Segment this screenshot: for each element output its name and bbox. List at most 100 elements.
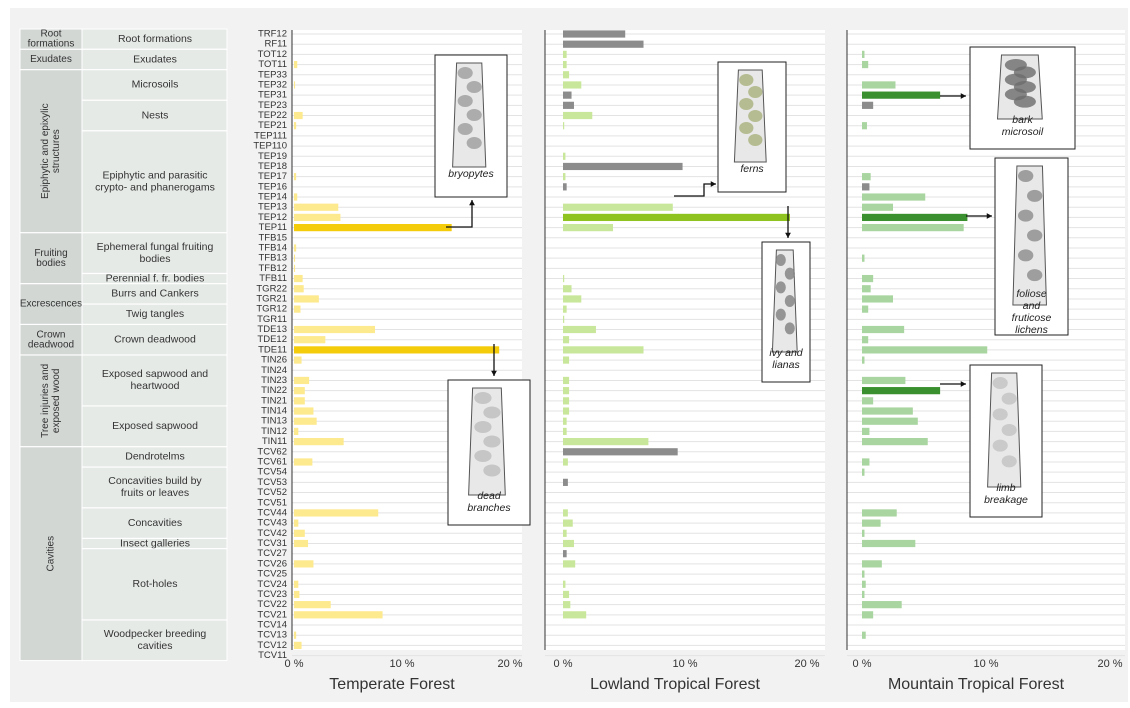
bar — [294, 397, 305, 405]
group-label: Tree injuries and — [40, 364, 51, 438]
callout-connector — [674, 183, 716, 197]
category-label: TEP18 — [258, 161, 287, 172]
callout-caption: dead — [477, 490, 502, 502]
illustration-detail — [457, 123, 473, 135]
bar — [563, 81, 582, 89]
illustration-detail — [457, 67, 473, 79]
callout-caption: and — [1023, 300, 1042, 312]
category-label: TCV31 — [257, 538, 287, 549]
bar — [563, 356, 570, 364]
x-tick-label: 0 % — [853, 658, 872, 670]
form-label: Dendrotelms — [125, 451, 185, 463]
bar — [294, 356, 302, 364]
callout-caption: fruticose — [1012, 312, 1052, 324]
bar — [563, 478, 568, 486]
bar — [563, 305, 567, 313]
illustration-detail — [784, 267, 795, 280]
callout-caption: foliose — [1016, 288, 1047, 300]
category-label: TCV11 — [258, 650, 287, 661]
category-label: TCV51 — [257, 497, 287, 508]
facet-title: Mountain Tropical Forest — [888, 676, 1065, 693]
bar — [563, 458, 568, 466]
form-label: Woodpecker breeding — [104, 628, 207, 640]
category-label: TCV14 — [257, 620, 287, 631]
callout-caption: bryopytes — [448, 168, 494, 180]
bar — [563, 40, 644, 48]
bar — [563, 213, 790, 222]
bar — [294, 285, 304, 293]
callout-caption: limb — [996, 482, 1015, 494]
bar — [294, 336, 326, 344]
callout-caption: ivy and — [769, 347, 803, 359]
bar — [294, 224, 452, 232]
arrowhead — [469, 200, 475, 206]
arrowhead — [960, 381, 966, 387]
category-label: TOT12 — [258, 49, 287, 60]
bar — [563, 50, 567, 58]
callout-caption: bark — [1012, 114, 1033, 126]
category-label: TFB15 — [258, 232, 287, 243]
bar — [862, 427, 870, 436]
group-label: Cavities — [46, 536, 57, 572]
bar — [862, 519, 881, 527]
form-label: Crown deadwood — [114, 333, 196, 345]
category-label: TCV26 — [257, 558, 287, 569]
bar — [294, 122, 297, 130]
category-label: TEP33 — [258, 69, 287, 80]
bar — [563, 315, 565, 323]
facet-title: Temperate Forest — [329, 676, 455, 693]
bar — [294, 60, 298, 69]
bar — [563, 152, 566, 160]
form-cell — [81, 99, 228, 132]
category-label: TIN24 — [261, 365, 287, 376]
bar — [294, 407, 314, 415]
bar — [563, 438, 649, 446]
illustration-detail — [1027, 229, 1043, 242]
group-cell — [19, 69, 83, 234]
category-label: TGR11 — [257, 314, 287, 325]
bar — [294, 254, 296, 262]
illustration-detail — [992, 439, 1008, 452]
bar — [862, 254, 865, 262]
bar — [294, 529, 305, 537]
bar — [563, 91, 572, 99]
bar — [862, 438, 928, 446]
category-label: TGR12 — [256, 304, 287, 315]
category-label: TCV61 — [257, 456, 287, 467]
x-tick-label: 0 % — [285, 658, 304, 670]
bar — [862, 305, 869, 313]
illustration-detail — [1027, 189, 1043, 202]
bar — [862, 387, 941, 395]
bar — [862, 376, 906, 385]
category-label: TCV21 — [257, 609, 287, 620]
form-cell — [81, 130, 228, 234]
callout-caption: lianas — [772, 359, 800, 371]
group-label: Exudates — [30, 54, 72, 65]
category-label: TIN21 — [261, 395, 287, 406]
x-tick-label: 20 % — [1097, 658, 1122, 670]
form-label: Nests — [142, 109, 169, 121]
illustration-detail — [1013, 95, 1036, 108]
category-label: TFB12 — [258, 263, 287, 274]
bar — [563, 580, 566, 588]
bar — [294, 325, 375, 334]
arrowhead — [491, 370, 497, 376]
category-label: TCV22 — [257, 599, 287, 610]
illustration-detail — [739, 74, 754, 86]
bar — [563, 101, 574, 109]
x-tick-label: 20 % — [497, 658, 522, 670]
x-tick-label: 0 % — [554, 658, 573, 670]
bar — [563, 325, 596, 334]
bar — [563, 529, 567, 537]
bar — [862, 529, 865, 537]
category-label: TEP19 — [258, 151, 287, 162]
category-label: TOT11 — [258, 59, 287, 70]
form-label: Ephemeral fungal fruiting — [97, 241, 214, 253]
category-label: TFB14 — [258, 243, 287, 254]
bar — [563, 162, 683, 171]
bar — [563, 183, 567, 191]
category-label: TCV52 — [257, 487, 287, 498]
bar — [862, 397, 874, 405]
